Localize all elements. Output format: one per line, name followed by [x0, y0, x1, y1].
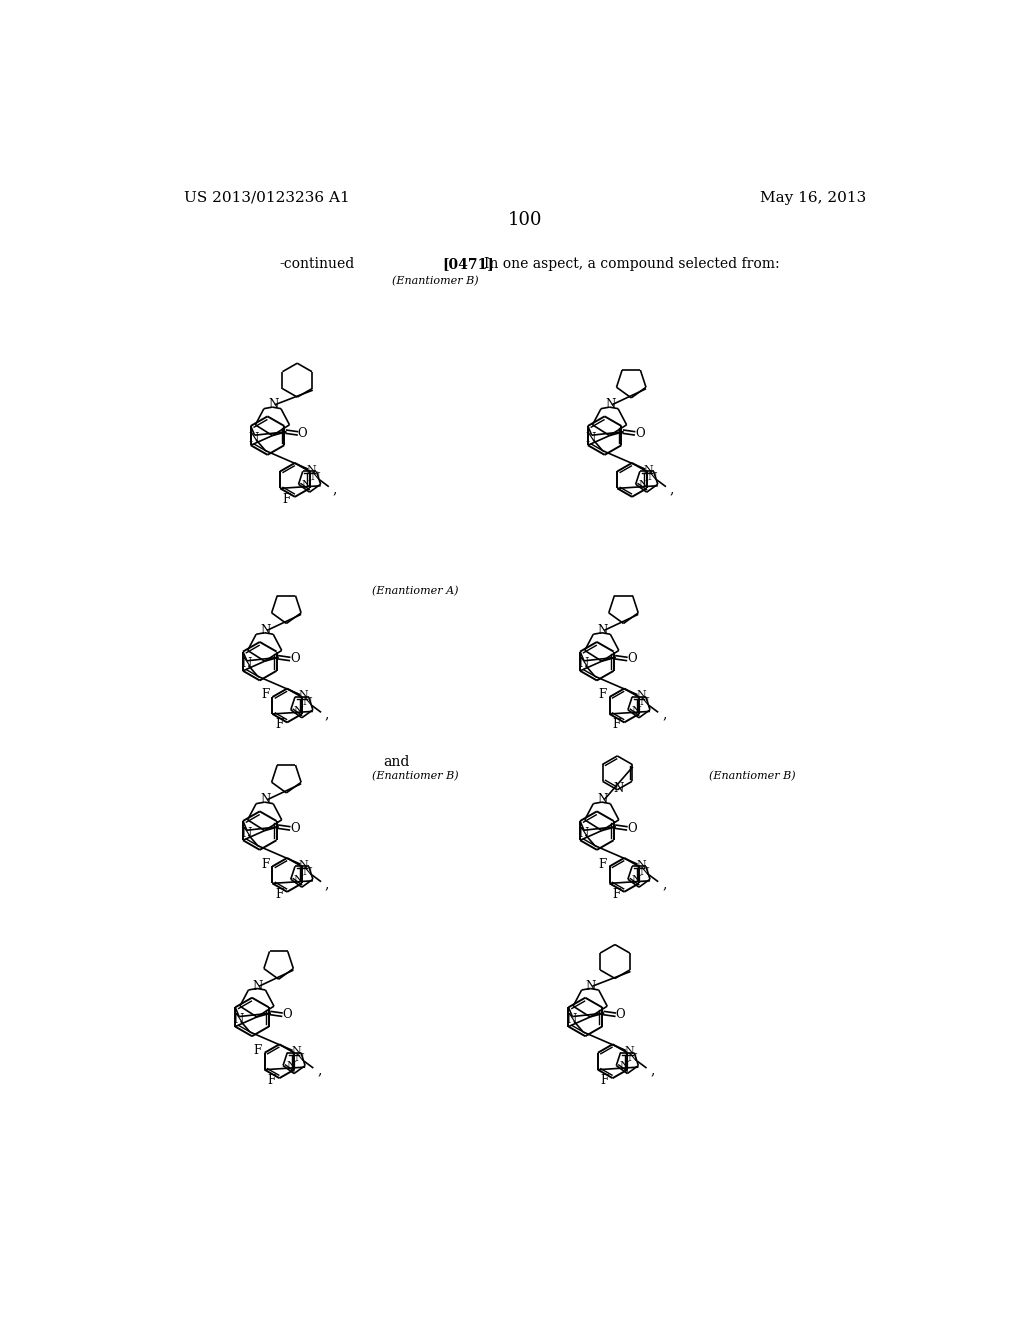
Text: N: N [586, 979, 596, 993]
Text: N: N [579, 657, 589, 671]
Text: (Enantiomer B): (Enantiomer B) [372, 771, 459, 781]
Text: N: N [613, 781, 624, 795]
Text: N: N [299, 859, 308, 870]
Text: O: O [628, 822, 637, 834]
Text: N: N [636, 859, 646, 870]
Text: N: N [241, 826, 251, 840]
Text: O: O [615, 1008, 626, 1022]
Text: (Enantiomer B): (Enantiomer B) [710, 771, 796, 781]
Text: -continued: -continued [280, 257, 354, 271]
Text: N: N [249, 432, 259, 445]
Text: O: O [290, 822, 300, 834]
Text: F: F [253, 1044, 261, 1057]
Text: N: N [597, 793, 607, 807]
Text: 100: 100 [508, 211, 542, 228]
Text: F: F [283, 492, 291, 506]
Text: O: O [298, 426, 307, 440]
Text: F: F [600, 1074, 609, 1086]
Text: N: N [253, 979, 263, 993]
Text: N: N [260, 624, 270, 638]
Text: N: N [586, 432, 596, 445]
Text: N: N [639, 697, 649, 708]
Text: F: F [612, 887, 621, 900]
Text: N: N [631, 706, 641, 715]
Text: N: N [241, 657, 251, 671]
Text: N: N [625, 1047, 634, 1056]
Text: O: O [283, 1008, 292, 1022]
Text: N: N [566, 1014, 577, 1026]
Text: (Enantiomer A): (Enantiomer A) [372, 586, 459, 597]
Text: O: O [628, 652, 637, 665]
Text: (Enantiomer B): (Enantiomer B) [391, 276, 478, 285]
Text: ,: , [663, 876, 667, 891]
Text: N: N [579, 826, 589, 840]
Text: [0471]: [0471] [442, 257, 495, 271]
Text: ,: , [325, 876, 330, 891]
Text: N: N [597, 624, 607, 638]
Text: N: N [302, 480, 311, 490]
Text: ,: , [650, 1064, 654, 1077]
Text: ,: , [325, 708, 330, 722]
Text: N: N [310, 471, 319, 482]
Text: In one aspect, a compound selected from:: In one aspect, a compound selected from: [484, 257, 780, 271]
Text: N: N [233, 1014, 244, 1026]
Text: N: N [299, 690, 308, 701]
Text: O: O [290, 652, 300, 665]
Text: N: N [295, 1053, 304, 1063]
Text: N: N [636, 690, 646, 701]
Text: N: N [294, 875, 304, 884]
Text: F: F [261, 858, 269, 871]
Text: N: N [260, 793, 270, 807]
Text: N: N [306, 465, 316, 475]
Text: US 2013/0123236 A1: US 2013/0123236 A1 [183, 191, 349, 205]
Text: N: N [631, 875, 641, 884]
Text: F: F [267, 1074, 275, 1086]
Text: F: F [275, 718, 284, 731]
Text: N: N [294, 706, 304, 715]
Text: N: N [628, 1053, 638, 1063]
Text: ,: , [317, 1064, 322, 1077]
Text: N: N [302, 697, 312, 708]
Text: N: N [605, 399, 615, 412]
Text: ,: , [333, 482, 337, 496]
Text: O: O [635, 426, 644, 440]
Text: N: N [639, 480, 648, 490]
Text: N: N [644, 465, 653, 475]
Text: F: F [275, 887, 284, 900]
Text: N: N [302, 867, 312, 876]
Text: N: N [268, 399, 279, 412]
Text: N: N [647, 471, 656, 482]
Text: N: N [620, 1061, 629, 1072]
Text: and: and [384, 755, 411, 770]
Text: F: F [261, 688, 269, 701]
Text: May 16, 2013: May 16, 2013 [760, 191, 866, 205]
Text: F: F [598, 688, 606, 701]
Text: F: F [612, 718, 621, 731]
Text: F: F [598, 858, 606, 871]
Text: N: N [291, 1047, 301, 1056]
Text: ,: , [663, 708, 667, 722]
Text: N: N [639, 867, 649, 876]
Text: ,: , [670, 482, 674, 496]
Text: N: N [286, 1061, 296, 1072]
